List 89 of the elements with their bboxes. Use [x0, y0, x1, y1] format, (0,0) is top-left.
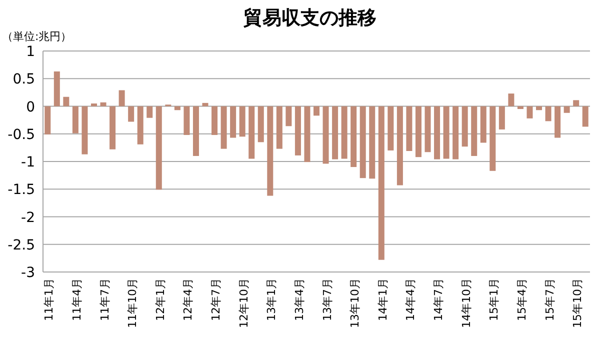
bar — [471, 106, 478, 156]
bar — [174, 106, 180, 110]
bar — [508, 94, 514, 106]
bar — [156, 106, 162, 190]
bar — [378, 106, 384, 260]
bar — [248, 106, 255, 159]
bar — [369, 106, 376, 179]
bar — [100, 102, 106, 106]
bar — [220, 106, 227, 149]
bar — [118, 90, 125, 106]
x-tick-label: 13年1月 — [265, 278, 278, 321]
bar — [452, 106, 459, 160]
x-tick-label: 15年1月 — [488, 278, 501, 321]
bar — [146, 106, 153, 118]
bar — [110, 106, 116, 150]
bar — [137, 106, 144, 144]
x-tick-label: 12年7月 — [210, 278, 223, 321]
x-tick-label: 15年10月 — [571, 278, 584, 328]
bar — [304, 106, 310, 162]
bar — [360, 106, 366, 178]
x-tick-label: 14年4月 — [404, 278, 418, 321]
x-tick-label: 14年10月 — [460, 278, 473, 328]
bar — [212, 106, 218, 135]
bar — [286, 106, 292, 126]
bar — [517, 106, 524, 110]
bar — [332, 106, 338, 160]
bar — [276, 106, 282, 149]
x-tick-label: 11年1月 — [42, 278, 56, 321]
y-tick-label: -1.5 — [8, 182, 35, 198]
bar — [564, 106, 570, 113]
bar — [536, 106, 542, 110]
bar — [554, 106, 561, 138]
bar — [350, 106, 357, 168]
bar — [526, 106, 533, 118]
bar — [184, 106, 190, 135]
bar — [406, 106, 412, 152]
bar — [415, 106, 422, 158]
x-tick-label: 13年4月 — [292, 278, 306, 321]
bar — [44, 106, 51, 134]
y-tick-label: 0 — [26, 99, 35, 116]
bar — [258, 106, 264, 142]
bar — [462, 106, 468, 147]
bar — [573, 100, 580, 106]
bar — [322, 106, 329, 164]
y-tick-label: 0.5 — [12, 72, 35, 88]
bar — [388, 106, 394, 150]
y-tick-label: -0.5 — [8, 126, 35, 143]
x-tick-label: 11年10月 — [126, 278, 140, 328]
bar — [434, 106, 440, 160]
bar — [294, 106, 301, 156]
y-tick-label: -2.5 — [8, 237, 35, 254]
chart-title: 貿易収支の推移 — [242, 7, 376, 29]
bar — [443, 106, 450, 159]
y-tick-label: -1 — [21, 154, 35, 170]
x-tick-label: 13年10月 — [348, 278, 362, 328]
bar — [239, 106, 246, 137]
bar — [82, 106, 88, 154]
y-tick-label: -2 — [21, 210, 35, 226]
bar — [267, 106, 274, 196]
bar — [396, 106, 403, 186]
x-tick-label: 15年7月 — [543, 278, 556, 321]
bar — [480, 106, 486, 143]
bar — [72, 106, 78, 134]
text: （単位:兆円） — [2, 30, 72, 43]
x-tick-label: 12年10月 — [237, 278, 250, 328]
bar — [192, 106, 199, 156]
y-tick-label: -3 — [21, 265, 35, 281]
x-tick-label: 11年4月 — [70, 278, 84, 321]
bar — [230, 106, 236, 138]
bar — [498, 106, 505, 130]
y-tick-label: 1 — [26, 44, 35, 60]
x-tick-label: 14年1月 — [376, 278, 390, 321]
x-tick-label: 11年7月 — [98, 278, 112, 321]
bar — [545, 106, 552, 122]
x-tick-label: 13年7月 — [320, 278, 334, 321]
x-tick-label: 14年7月 — [432, 278, 446, 321]
bar — [490, 106, 496, 171]
bar — [314, 106, 320, 116]
bar — [202, 102, 208, 106]
bar — [54, 71, 60, 106]
x-tick-label: 12年1月 — [154, 278, 167, 321]
bar — [582, 106, 588, 127]
x-tick-label: 12年4月 — [182, 278, 195, 321]
bar — [424, 106, 431, 152]
bar — [128, 106, 134, 122]
bar — [90, 103, 97, 106]
x-tick-label: 15年4月 — [515, 278, 528, 321]
bar — [341, 106, 348, 159]
bar — [63, 96, 70, 106]
